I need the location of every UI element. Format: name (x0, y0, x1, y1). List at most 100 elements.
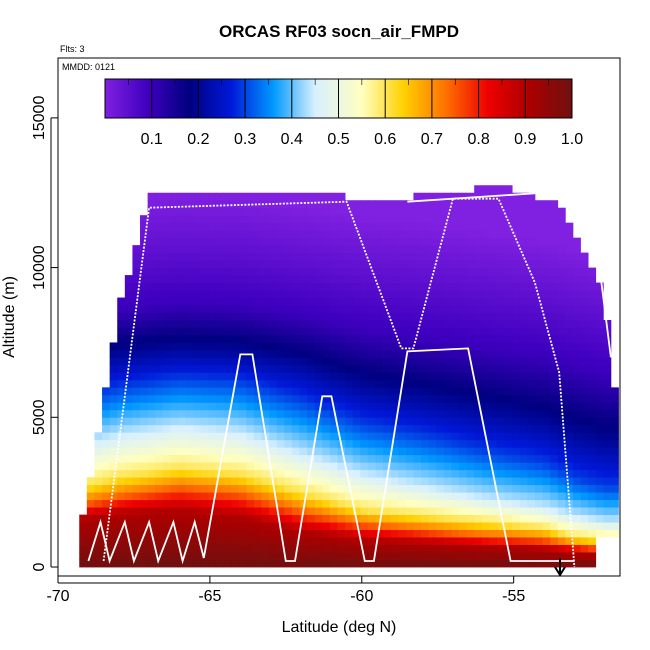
heatmap-cell-811 (231, 522, 240, 530)
heatmap-cell-1171 (284, 447, 293, 456)
heatmap-cell-1571 (345, 447, 354, 456)
heatmap-cell-355 (155, 192, 164, 201)
heatmap-cell-665 (208, 492, 217, 501)
heatmap-cell-610 (200, 529, 209, 538)
heatmap-cell-251 (140, 245, 149, 254)
heatmap-cell-434 (170, 349, 179, 358)
heatmap-cell-467 (177, 477, 186, 486)
heatmap-cell-764 (223, 499, 232, 508)
heatmap-cell-1428 (322, 394, 331, 403)
heatmap-cell-1857 (390, 507, 399, 516)
heatmap-cell-2547 (489, 200, 498, 209)
heatmap-cell-2901 (550, 552, 559, 560)
heatmap-cell-1331 (307, 372, 316, 381)
heatmap-cell-1046 (261, 260, 270, 268)
heatmap-cell-2056 (421, 492, 430, 501)
heatmap-cell-1356 (314, 559, 323, 568)
heatmap-cell-1520 (337, 454, 346, 463)
heatmap-cell-688 (208, 319, 217, 328)
heatmap-cell-519 (185, 462, 194, 471)
heatmap-cell-2488 (481, 260, 490, 268)
heatmap-cell-1935 (398, 290, 407, 298)
heatmap-cell-414 (170, 499, 179, 508)
heatmap-cell-2010 (413, 462, 422, 471)
heatmap-cell-189 (132, 387, 141, 396)
heatmap-cell-2902 (550, 544, 559, 553)
heatmap-cell-426 (170, 409, 179, 418)
heatmap-cell-1773 (375, 402, 384, 411)
heatmap-cell-1592 (345, 290, 354, 298)
heatmap-cell-2380 (466, 312, 475, 321)
heatmap-cell-1252 (291, 215, 300, 224)
heatmap-cell-2493 (481, 222, 490, 231)
heatmap-cell-489 (177, 312, 186, 321)
heatmap-cell-2809 (534, 507, 543, 516)
heatmap-cell-3105 (580, 424, 589, 433)
heatmap-cell-2680 (512, 349, 521, 358)
heatmap-cell-781 (223, 372, 232, 381)
heatmap-cell-2494 (481, 215, 490, 224)
heatmap-cell-1493 (329, 282, 338, 291)
heatmap-cell-2617 (504, 439, 513, 448)
heatmap-cell-1780 (375, 349, 384, 358)
heatmap-cell-1056 (269, 559, 278, 568)
colorbar-ticks: 0.1 0.2 0.3 0.4 0.5 0.6 0.7 0.8 0.9 1.0 (128, 79, 583, 148)
heatmap-cell-1585 (345, 342, 354, 351)
heatmap-cell-128 (124, 552, 133, 560)
heatmap-cell-2513 (489, 454, 498, 463)
heatmap-cell-850 (231, 230, 240, 239)
heatmap-cell-1133 (276, 357, 285, 366)
heatmap-cell-1181 (284, 372, 293, 381)
heatmap-cell-1937 (398, 275, 407, 283)
heatmap-cell-2990 (557, 252, 566, 261)
heatmap-cell-3047 (572, 529, 581, 538)
heatmap-cell-2939 (550, 267, 559, 276)
heatmap-cell-1619 (352, 454, 361, 463)
heatmap-cell-286 (147, 334, 156, 343)
heatmap-cell-2406 (474, 492, 483, 501)
heatmap-cell-2022 (413, 372, 422, 381)
heatmap-cell-268 (147, 469, 156, 478)
heatmap-cell-675 (208, 417, 217, 426)
heatmap-cell-1842 (383, 252, 392, 261)
heatmap-cell-2484 (481, 290, 490, 298)
heatmap-cell-1289 (299, 312, 308, 321)
heatmap-cell-1674 (360, 409, 369, 418)
heatmap-cell-1552 (337, 215, 346, 224)
heatmap-cell-3142 (588, 462, 597, 471)
heatmap-cell-2137 (428, 260, 437, 268)
heatmap-cell-1982 (405, 305, 414, 313)
heatmap-cell-1080 (269, 379, 278, 388)
heatmap-cell-3061 (572, 424, 581, 433)
heatmap-cell-1030 (261, 379, 270, 388)
heatmap-cell-1198 (284, 245, 293, 254)
heatmap-cell-2531 (489, 319, 498, 328)
heatmap-cell-2083 (421, 290, 430, 298)
heatmap-cell-1689 (360, 297, 369, 306)
heatmap-cell-2290 (451, 237, 460, 246)
heatmap-cell-2871 (542, 409, 551, 418)
heatmap-cell-903 (238, 207, 247, 216)
heatmap-cell-2872 (542, 402, 551, 411)
heatmap-cell-578 (193, 394, 202, 403)
heatmap-cell-2360 (466, 462, 475, 471)
heatmap-cell-89 (109, 349, 118, 358)
heatmap-cell-2703 (519, 552, 528, 560)
heatmap-cell-786 (223, 334, 232, 343)
heatmap-cell-724 (215, 424, 224, 433)
heatmap-cell-75 (109, 454, 118, 463)
heatmap-cell-117 (117, 364, 126, 373)
heatmap-cell-2054 (421, 507, 430, 516)
heatmap-cell-546 (185, 260, 194, 268)
heatmap-cell-1085 (269, 342, 278, 351)
heatmap-cell-1818 (383, 432, 392, 441)
heatmap-cell-659 (208, 537, 217, 545)
heatmap-cell-1660 (360, 514, 369, 523)
heatmap-cell-2075 (421, 349, 430, 358)
heatmap-cell-2043 (413, 215, 422, 224)
heatmap-cell-1987 (405, 267, 414, 276)
heatmap-cell-2504 (489, 522, 498, 530)
heatmap-cell-1698 (360, 230, 369, 239)
heatmap-cell-2851 (542, 559, 551, 568)
heatmap-cell-2623 (504, 394, 513, 403)
